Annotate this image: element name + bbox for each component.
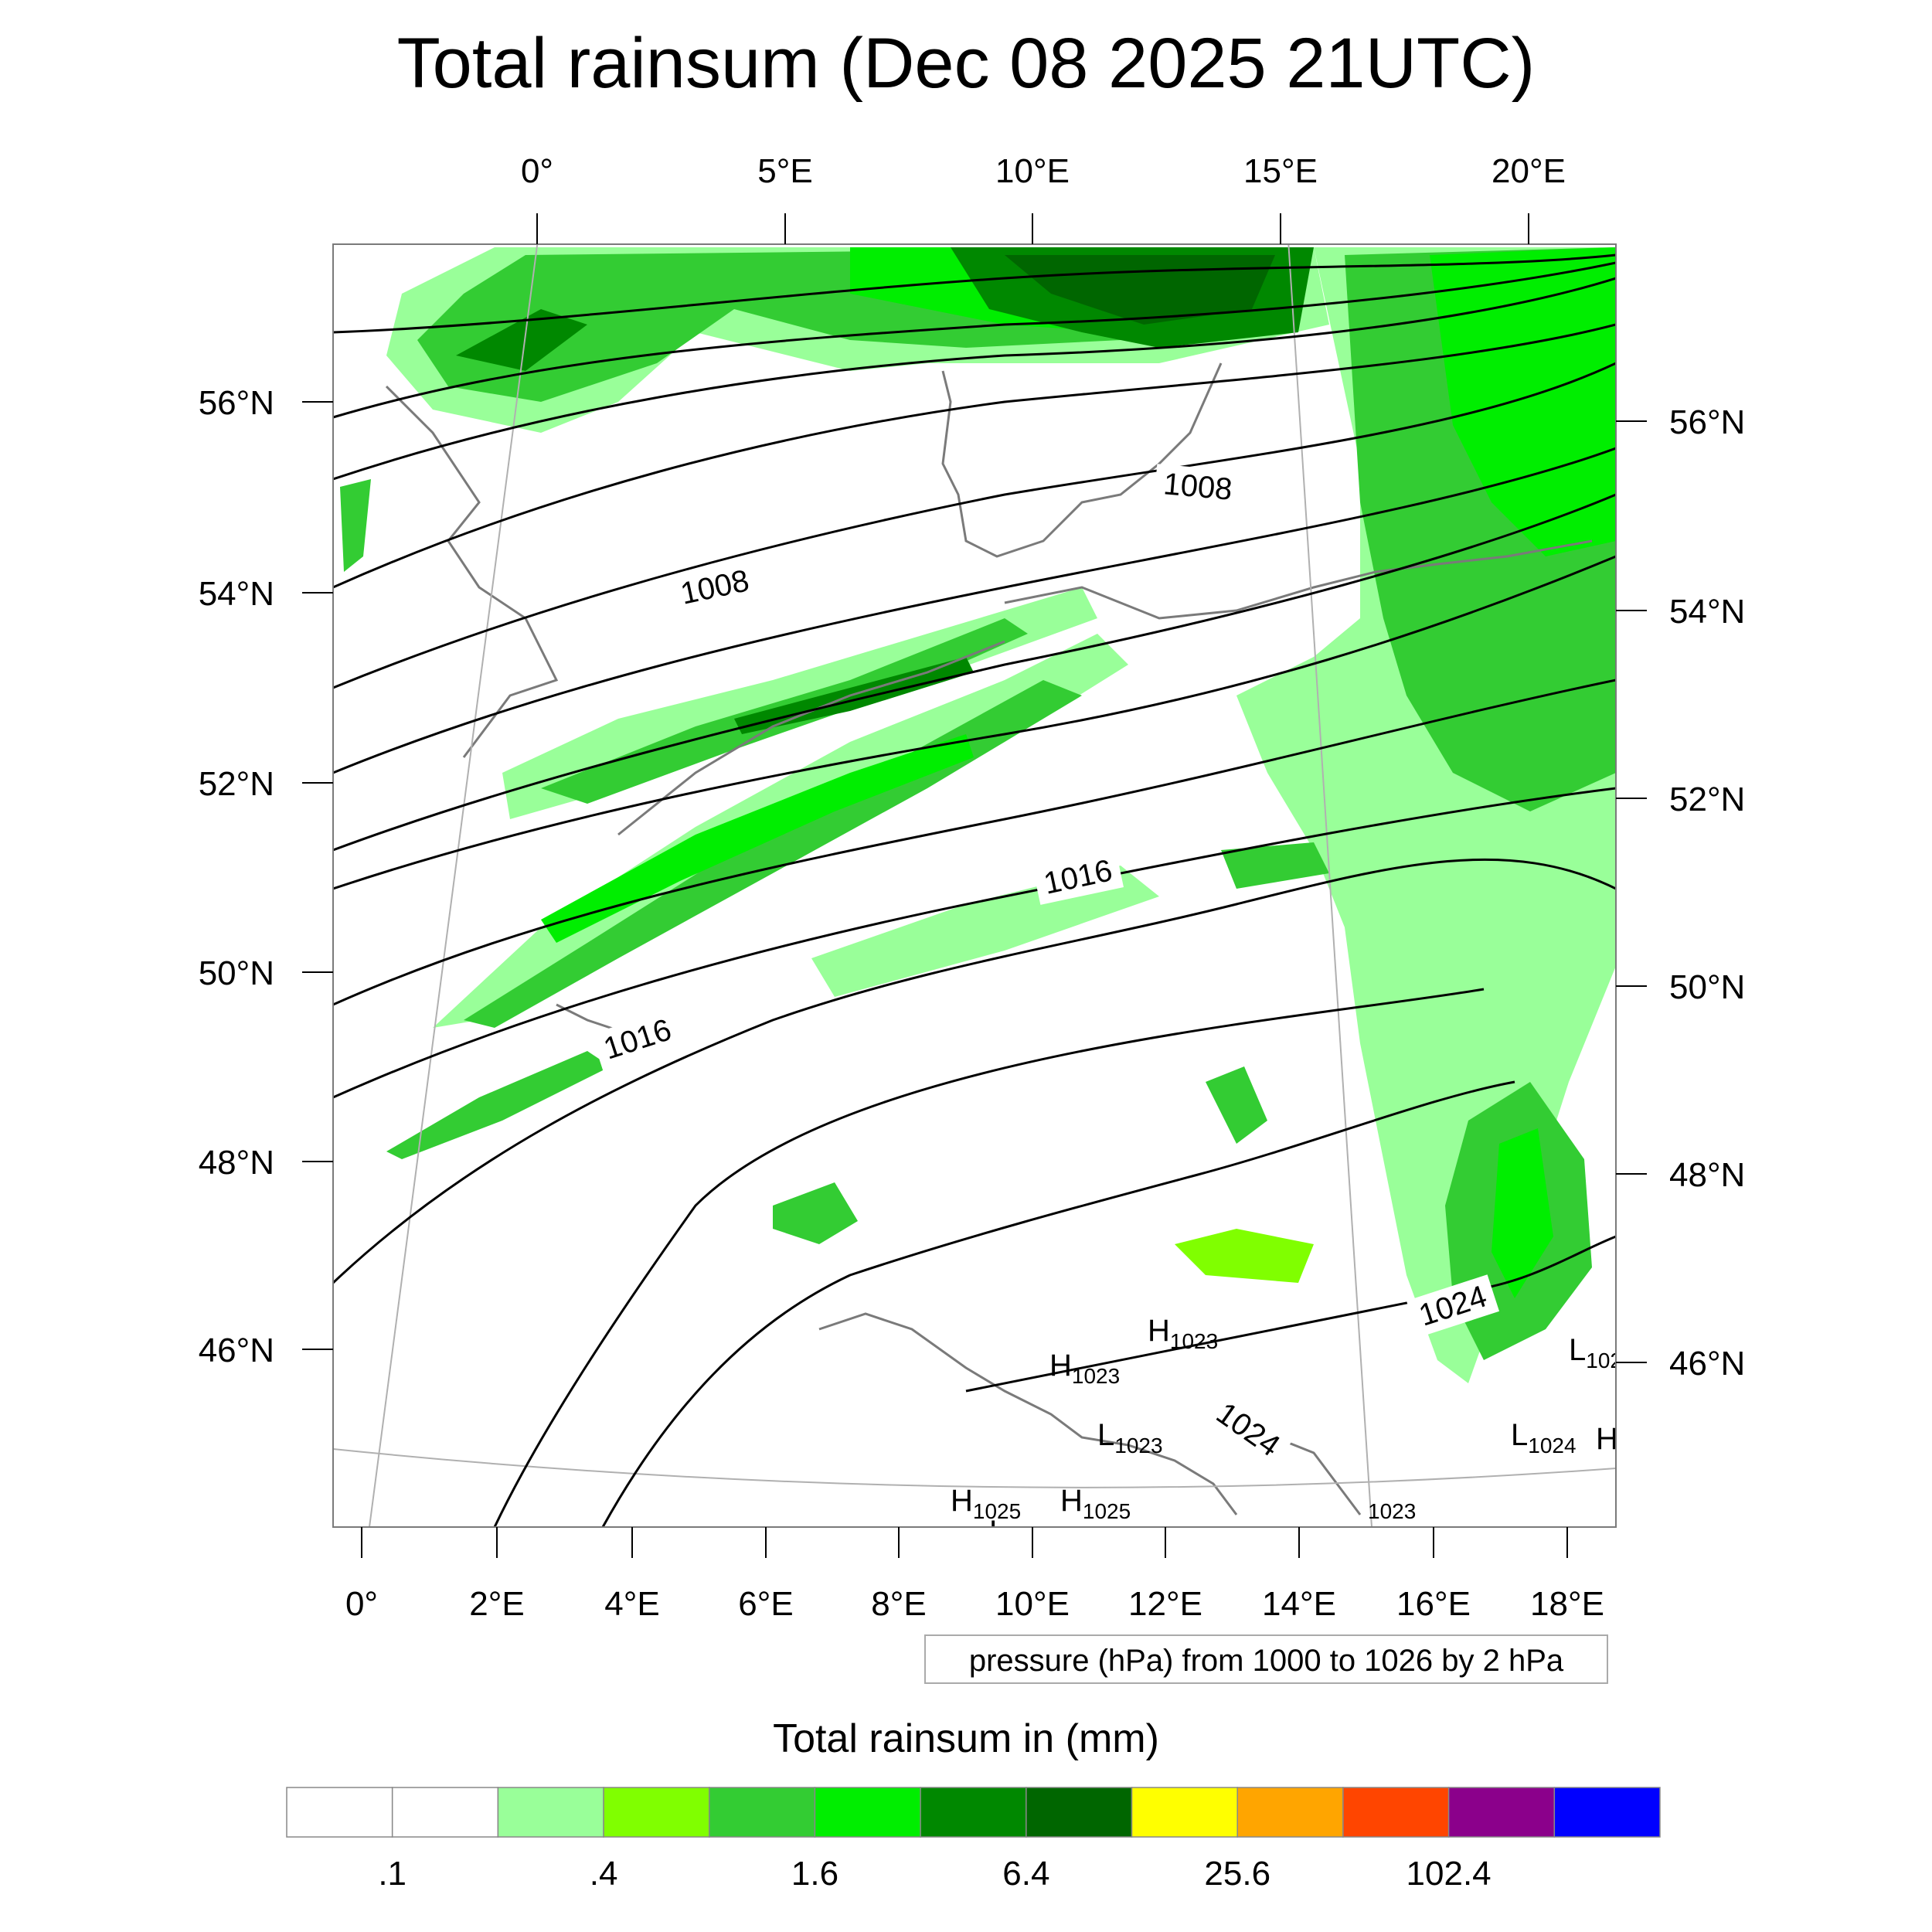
left-lat-label: 46°N xyxy=(199,1332,274,1369)
colorbar-swatch xyxy=(1447,1787,1556,1838)
colorbar-tick-label: 1.6 xyxy=(791,1855,838,1893)
map-title: Total rainsum (Dec 08 2025 21UTC) xyxy=(396,24,1536,103)
bottom-lon-label: 0° xyxy=(345,1585,378,1623)
left-lat-label: 56°N xyxy=(199,384,274,422)
right-lat-label: 50°N xyxy=(1669,968,1745,1006)
pressure-center: L1023 xyxy=(1097,1418,1163,1458)
bottom-lon-axis: 0° 2°E 4°E 6°E 8°E 10°E 12°E 14°E 16°E 1… xyxy=(345,1527,1604,1623)
right-lat-label: 52°N xyxy=(1669,781,1745,818)
colorbar-swatch xyxy=(709,1787,816,1838)
top-lon-label: 15°E xyxy=(1243,152,1318,190)
bottom-lon-label: 16°E xyxy=(1396,1585,1471,1623)
colorbar-swatch xyxy=(1131,1787,1238,1838)
isobar-labels: 1008 1008 1016 1016 1024 1024 xyxy=(590,464,1500,1471)
top-lon-axis: 0° 5°E 10°E 15°E 20°E xyxy=(521,152,1566,244)
isobars xyxy=(333,253,1616,1527)
pressure-center: L1024 xyxy=(1511,1418,1577,1458)
colorbar-tick-label: 6.4 xyxy=(1002,1855,1049,1893)
colorbar-swatch xyxy=(1236,1787,1344,1838)
isobar-label: 1008 xyxy=(1162,467,1233,507)
right-lat-axis: 56°N 54°N 52°N 50°N 48°N 46°N xyxy=(1616,403,1745,1383)
bottom-lon-label: 4°E xyxy=(604,1585,659,1623)
colorbar-tick-label: 102.4 xyxy=(1406,1855,1492,1893)
pressure-centers: H1023 H1023 L1023 H1025 H1025 L1024 L102… xyxy=(951,1314,1622,1554)
pressure-center: H xyxy=(1596,1422,1618,1456)
pressure-center: H1025 xyxy=(951,1484,1021,1523)
precipitation-field xyxy=(340,247,1616,1383)
pressure-center: H1023 xyxy=(1148,1314,1218,1353)
bottom-lon-label: 10°E xyxy=(995,1585,1070,1623)
pressure-center: H1025 xyxy=(1060,1484,1131,1523)
map-content: 1008 1008 1016 1016 1024 1024 H1023 H102… xyxy=(333,244,1622,1554)
left-lat-label: 52°N xyxy=(199,765,274,803)
right-lat-label: 56°N xyxy=(1669,403,1745,441)
map-frame xyxy=(332,243,1617,1528)
top-lon-label: 5°E xyxy=(757,152,812,190)
right-lat-label: 46°N xyxy=(1669,1345,1745,1383)
colorbar-swatch xyxy=(814,1787,921,1838)
colorbar-swatch xyxy=(497,1787,604,1838)
right-lat-label: 54°N xyxy=(1669,593,1745,631)
left-lat-label: 50°N xyxy=(199,954,274,992)
left-lat-axis: 56°N 54°N 52°N 50°N 48°N 46°N xyxy=(199,384,333,1369)
left-lat-label: 48°N xyxy=(199,1144,274,1182)
pressure-center: H1023 xyxy=(1049,1349,1120,1388)
colorbar-tick-label: 25.6 xyxy=(1204,1855,1270,1893)
colorbar-tick-label: .4 xyxy=(590,1855,618,1893)
top-lon-label: 20°E xyxy=(1492,152,1566,190)
right-lat-label: 48°N xyxy=(1669,1156,1745,1194)
pressure-center: L1024 xyxy=(989,1515,1055,1554)
colorbar-swatch xyxy=(1026,1787,1133,1838)
pressure-center: L102 xyxy=(1569,1333,1622,1372)
bottom-lon-label: 8°E xyxy=(871,1585,926,1623)
colorbar: .1 .4 1.6 6.4 25.6 102.4 xyxy=(286,1787,1661,1893)
top-lon-label: 10°E xyxy=(995,152,1070,190)
contour-note: pressure (hPa) from 1000 to 1026 by 2 hP… xyxy=(924,1634,1608,1684)
colorbar-swatch xyxy=(603,1787,710,1838)
colorbar-tick-label: .1 xyxy=(378,1855,406,1893)
colorbar-swatch xyxy=(1553,1787,1661,1838)
colorbar-swatch xyxy=(391,1787,499,1838)
colorbar-swatch xyxy=(920,1787,1027,1838)
bottom-lon-label: 14°E xyxy=(1262,1585,1336,1623)
left-lat-label: 54°N xyxy=(199,575,274,613)
colorbar-title: Total rainsum in (mm) xyxy=(773,1716,1159,1761)
colorbar-swatch xyxy=(286,1787,393,1838)
bottom-lon-label: 2°E xyxy=(469,1585,524,1623)
top-lon-label: 0° xyxy=(521,152,553,190)
colorbar-swatch xyxy=(1342,1787,1450,1838)
bottom-lon-label: 18°E xyxy=(1530,1585,1604,1623)
bottom-lon-label: 12°E xyxy=(1128,1585,1202,1623)
pressure-center: 1023 xyxy=(1368,1499,1416,1523)
bottom-lon-label: 6°E xyxy=(738,1585,793,1623)
